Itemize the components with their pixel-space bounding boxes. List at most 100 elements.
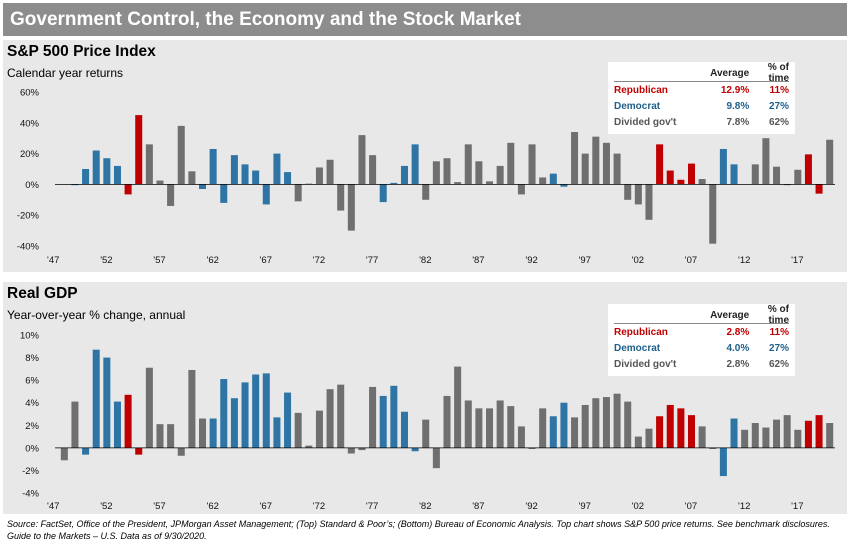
x-tick-label: '02 [632,501,644,512]
sp500-panel: 60% 40% 20% 0% -20% -40% '47 '52 '57 '62 '67 '72 '77… [3,40,847,272]
x-tick-label: '17 [791,255,803,266]
bar-1986 [475,161,483,185]
x-tick-label: '82 [419,501,431,512]
bar-1978 [390,182,398,185]
bar-2003 [656,144,664,185]
gdp-chart-title: Real GDP [7,285,78,302]
x-tick-label: '62 [207,255,219,266]
bar-1967 [273,153,281,185]
bar-1995 [571,417,579,448]
bar-2007 [698,426,706,448]
party-label: Divided gov't [614,116,677,128]
bar-2011 [741,429,749,448]
bar-2016 [794,429,802,448]
x-tick-label: '97 [579,255,591,266]
bar-2014 [773,419,781,448]
party-label: Democrat [614,100,661,112]
x-tick-label: '47 [47,501,59,512]
bar-2014 [773,166,781,185]
x-tick-label: '72 [313,255,325,266]
bar-1980 [411,447,419,452]
x-tick-label: '67 [260,501,272,512]
bar-1988 [496,165,504,185]
stats-row-democrat: Democrat 4.0% 27% [614,340,789,356]
y-tick-label: 4% [25,398,39,409]
x-tick-label: '87 [472,255,484,266]
sp500-chart-title: S&P 500 Price Index [7,43,156,60]
sp500-chart-subtitle: Calendar year returns [7,66,124,80]
bar-1963 [230,155,238,185]
party-label: Divided gov't [614,358,677,370]
bar-2018 [815,415,823,448]
bar-2009 [719,148,727,185]
x-tick-label: '12 [738,501,750,512]
bar-1950 [92,150,100,185]
stats-header-row: Average % of time [614,62,789,84]
bar-1987 [486,181,494,185]
x-tick-label: '52 [100,255,112,266]
bar-1959 [188,369,196,448]
gdp-panel: 10% 8% 6% 4% 2% 0% -2% -4% '47 '52 '57 '62 '67 '72 '77… [3,282,847,514]
bar-1997 [592,398,600,448]
bar-1955 [145,367,153,448]
y-tick-label: 0% [25,443,39,454]
bar-2019 [826,139,834,185]
bar-1953 [124,394,132,448]
party-label: Democrat [614,342,661,354]
bar-1970 [305,445,313,448]
pct-value: 27% [768,342,789,354]
average-value: 12.9% [720,84,750,96]
stats-row-divided: Divided gov't 2.8% 62% [614,356,789,372]
bar-1963 [230,398,238,448]
bar-1958 [177,447,185,456]
bar-1998 [602,397,610,448]
bar-1990 [517,426,525,448]
bar-1948 [71,401,79,448]
y-tick-label: 20% [20,149,40,160]
bar-1958 [177,125,185,185]
x-tick-label: '07 [685,255,697,266]
stats-row-republican: Republican 2.8% 11% [614,324,789,340]
bar-1971 [315,410,323,448]
bar-1979 [400,165,408,185]
bar-1972 [326,389,334,448]
bar-1964 [241,382,249,448]
bar-1954 [135,115,143,185]
bar-1967 [273,417,281,448]
x-tick-label: '92 [525,255,537,266]
bar-1964 [241,164,249,185]
bar-1993 [549,173,557,185]
stats-header-row: Average % of time [614,304,789,326]
bar-1982 [432,447,440,469]
x-tick-label: '07 [685,501,697,512]
y-tick-label: -20% [17,211,40,222]
bar-2009 [719,447,727,477]
bar-2004 [666,404,674,448]
bar-1999 [613,393,621,448]
bar-1996 [581,404,589,448]
y-tick-label: 8% [25,353,39,364]
bar-1994 [560,402,568,448]
bar-1985 [464,144,472,185]
bar-1979 [400,411,408,448]
bar-1961 [209,418,217,448]
bar-1956 [156,424,164,448]
y-tick-label: 2% [25,421,39,432]
bar-2002 [645,428,653,448]
bar-1966 [262,373,270,448]
bar-1992 [539,408,547,448]
stats-row-republican: Republican 12.9% 11% [614,82,789,98]
bar-2018 [815,184,823,194]
bar-1966 [262,184,270,205]
x-tick-label: '77 [366,501,378,512]
x-tick-label: '72 [313,501,325,512]
pct-time-header: % of time [767,304,789,326]
party-label: Republican [614,326,668,338]
bar-2006 [687,415,696,448]
bar-1961 [209,148,217,185]
average-value: 4.0% [726,342,750,354]
bar-1956 [156,180,164,185]
bar-1991 [528,144,536,185]
pct-value: 62% [768,358,789,370]
bar-1989 [507,406,515,448]
